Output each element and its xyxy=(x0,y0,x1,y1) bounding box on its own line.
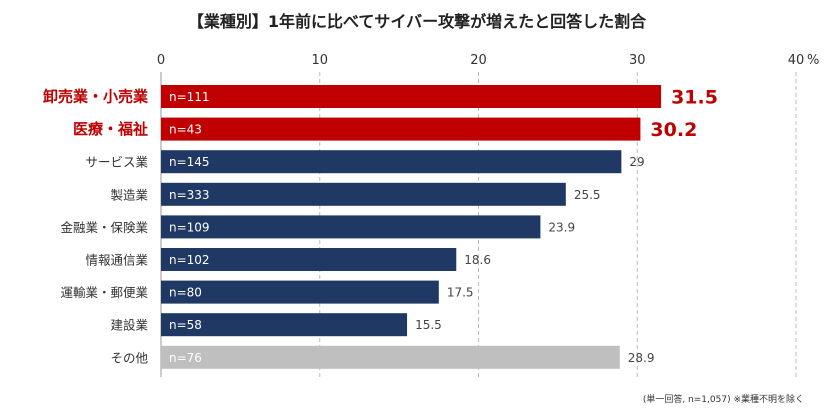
x-tick-label: 10 xyxy=(311,53,328,68)
bar xyxy=(161,248,457,271)
category-label: その他 xyxy=(110,350,148,365)
bar-value-label: 31.5 xyxy=(671,87,718,109)
x-tick-label: 40 xyxy=(788,53,805,68)
bar-n-label: n=111 xyxy=(169,90,210,104)
category-label: 金融業・保険業 xyxy=(60,220,148,235)
bar xyxy=(161,280,439,304)
bar-value-label: 18.6 xyxy=(464,253,491,267)
bar xyxy=(161,313,408,337)
bar-value-label: 28.9 xyxy=(628,351,655,365)
bar xyxy=(161,117,641,141)
bar-value-label: 30.2 xyxy=(650,119,697,141)
bar-n-label: n=145 xyxy=(169,155,210,169)
category-label: 卸売業・小売業 xyxy=(43,88,149,106)
category-label: 建設業 xyxy=(110,318,148,333)
x-unit-label: % xyxy=(807,53,819,68)
bar-n-label: n=76 xyxy=(169,351,202,365)
bar xyxy=(161,85,662,108)
bar-value-label: 17.5 xyxy=(447,286,474,300)
bar-n-label: n=333 xyxy=(169,188,210,202)
bar-n-label: n=58 xyxy=(169,318,202,332)
bar-n-label: n=109 xyxy=(169,220,210,234)
bar-n-label: n=80 xyxy=(169,286,202,300)
footnote: (単一回答, n=1,057) ※業種不明を除く xyxy=(642,395,804,405)
bar xyxy=(161,345,620,369)
category-label: 運輸業・郵便業 xyxy=(60,285,148,300)
bar-n-label: n=43 xyxy=(169,123,202,137)
bar xyxy=(161,215,541,239)
bar xyxy=(161,150,622,174)
category-label: サービス業 xyxy=(85,155,148,170)
chart-title: 【業種別】1年前に比べてサイバー攻撃が増えたと回答した割合 xyxy=(187,12,647,31)
bar-n-label: n=102 xyxy=(169,253,210,267)
bar-value-label: 29 xyxy=(629,155,644,169)
bar-value-label: 25.5 xyxy=(574,188,601,202)
bar-value-label: 15.5 xyxy=(415,318,442,332)
category-label: 情報通信業 xyxy=(85,253,148,268)
bar xyxy=(161,182,566,206)
bar-value-label: 23.9 xyxy=(548,220,575,234)
category-label: 製造業 xyxy=(110,187,148,202)
category-label: 医療・福祉 xyxy=(73,120,148,138)
x-tick-label: 20 xyxy=(470,53,487,68)
x-tick-label: 30 xyxy=(629,53,646,68)
x-tick-label: 0 xyxy=(157,53,165,68)
